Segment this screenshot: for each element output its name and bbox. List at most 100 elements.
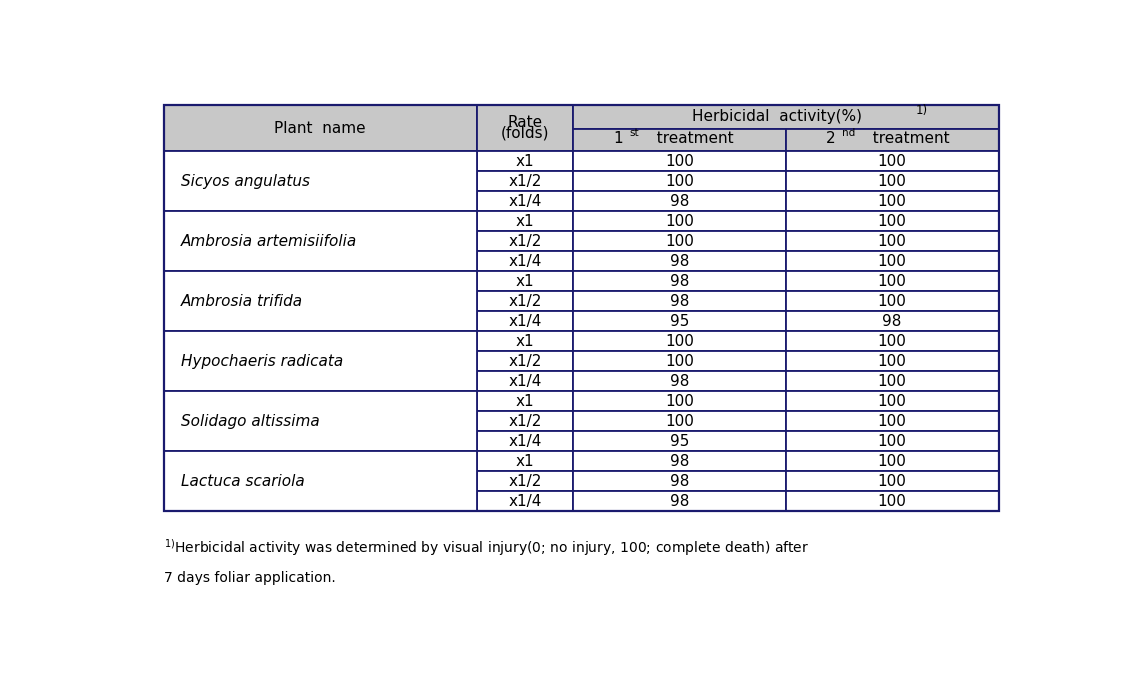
Bar	[573, 251, 786, 271]
Bar	[573, 372, 786, 391]
Text: 100: 100	[665, 394, 694, 409]
Bar	[573, 271, 786, 291]
Bar	[786, 471, 999, 492]
Bar	[786, 311, 999, 331]
Text: 100: 100	[878, 294, 906, 309]
Bar	[573, 152, 786, 171]
Text: 100: 100	[665, 154, 694, 169]
Bar	[573, 211, 786, 232]
Text: x1/2: x1/2	[508, 294, 542, 309]
Text: Herbicidal  activity(%): Herbicidal activity(%)	[692, 110, 862, 125]
Bar	[163, 331, 476, 391]
Bar	[476, 412, 573, 431]
Text: Solidago altissima: Solidago altissima	[181, 414, 320, 429]
Bar	[573, 129, 786, 152]
Text: 100: 100	[665, 234, 694, 249]
Text: Lactuca scariola: Lactuca scariola	[181, 474, 305, 489]
Bar	[573, 192, 786, 211]
Text: 2: 2	[827, 131, 836, 146]
Text: treatment: treatment	[646, 131, 734, 146]
Text: 100: 100	[665, 414, 694, 429]
Bar	[786, 291, 999, 311]
Bar	[573, 331, 786, 351]
Bar	[476, 452, 573, 471]
Bar	[476, 211, 573, 232]
Text: 100: 100	[665, 354, 694, 369]
Text: 98: 98	[669, 474, 689, 489]
Bar	[786, 152, 999, 171]
Bar	[573, 492, 786, 511]
Text: x1: x1	[516, 214, 534, 229]
Bar	[476, 232, 573, 251]
Text: 98: 98	[669, 294, 689, 309]
Text: 95: 95	[669, 434, 689, 449]
Text: 100: 100	[878, 454, 906, 469]
Bar	[573, 105, 999, 129]
Text: Sicyos angulatus: Sicyos angulatus	[181, 174, 311, 189]
Bar	[476, 351, 573, 372]
Text: 98: 98	[882, 314, 902, 329]
Text: $^{1)}$Herbicidal activity was determined by visual injury(0; no injury, 100; co: $^{1)}$Herbicidal activity was determine…	[163, 538, 809, 559]
Text: 100: 100	[878, 334, 906, 349]
Bar	[476, 391, 573, 412]
Text: 100: 100	[878, 374, 906, 389]
Bar	[476, 192, 573, 211]
Bar	[163, 452, 476, 511]
Text: x1: x1	[516, 154, 534, 169]
Text: x1: x1	[516, 454, 534, 469]
Text: 100: 100	[878, 434, 906, 449]
Text: st: st	[629, 129, 638, 139]
Text: 100: 100	[878, 174, 906, 189]
Text: x1/2: x1/2	[508, 414, 542, 429]
Bar	[786, 171, 999, 192]
Text: 100: 100	[665, 334, 694, 349]
Bar	[476, 331, 573, 351]
Text: 98: 98	[669, 494, 689, 509]
Bar	[573, 452, 786, 471]
Text: 100: 100	[878, 414, 906, 429]
Text: treatment: treatment	[863, 131, 950, 146]
Bar	[476, 105, 573, 152]
Bar	[476, 471, 573, 492]
Text: 100: 100	[878, 254, 906, 269]
Text: 98: 98	[669, 194, 689, 209]
Bar	[163, 211, 476, 271]
Text: x1/4: x1/4	[508, 254, 542, 269]
Bar	[786, 412, 999, 431]
Text: x1/4: x1/4	[508, 314, 542, 329]
Bar	[573, 171, 786, 192]
Bar	[786, 251, 999, 271]
Text: x1: x1	[516, 274, 534, 289]
Text: nd: nd	[843, 129, 855, 139]
Bar	[786, 351, 999, 372]
Text: 95: 95	[669, 314, 689, 329]
Bar	[476, 431, 573, 452]
Text: 100: 100	[665, 214, 694, 229]
Text: 98: 98	[669, 254, 689, 269]
Bar	[786, 492, 999, 511]
Bar	[476, 372, 573, 391]
Bar	[573, 391, 786, 412]
Bar	[476, 492, 573, 511]
Text: x1/4: x1/4	[508, 194, 542, 209]
Bar	[163, 391, 476, 452]
Text: x1/2: x1/2	[508, 354, 542, 369]
Text: 7 days foliar application.: 7 days foliar application.	[163, 571, 336, 585]
Text: 100: 100	[878, 154, 906, 169]
Text: (folds): (folds)	[500, 125, 549, 141]
Text: x1/2: x1/2	[508, 174, 542, 189]
Text: Hypochaeris radicata: Hypochaeris radicata	[181, 354, 344, 369]
Text: 98: 98	[669, 454, 689, 469]
Text: 98: 98	[669, 274, 689, 289]
Bar	[476, 171, 573, 192]
Text: x1/4: x1/4	[508, 434, 542, 449]
Text: 100: 100	[878, 274, 906, 289]
Bar	[573, 232, 786, 251]
Text: 98: 98	[669, 374, 689, 389]
Bar	[163, 105, 476, 152]
Text: 100: 100	[878, 194, 906, 209]
Bar	[786, 271, 999, 291]
Bar	[573, 471, 786, 492]
Bar	[163, 271, 476, 331]
Text: 100: 100	[878, 354, 906, 369]
